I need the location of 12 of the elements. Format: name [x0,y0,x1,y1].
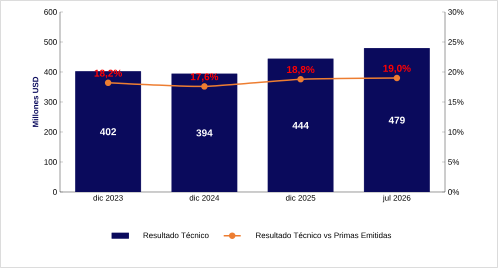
point [201,83,208,90]
point [394,74,400,82]
data-label: 17,6% [190,73,218,82]
data-label: 479 [388,116,405,124]
point [297,76,304,82]
data-label: 18,8% [287,66,314,75]
data-label: 394 [196,129,213,136]
data-label: 19,0% [383,64,411,74]
data-label: 444 [292,122,309,129]
point [104,80,112,86]
data-label: 402 [100,128,116,136]
data-label: 18,2% [94,70,122,78]
